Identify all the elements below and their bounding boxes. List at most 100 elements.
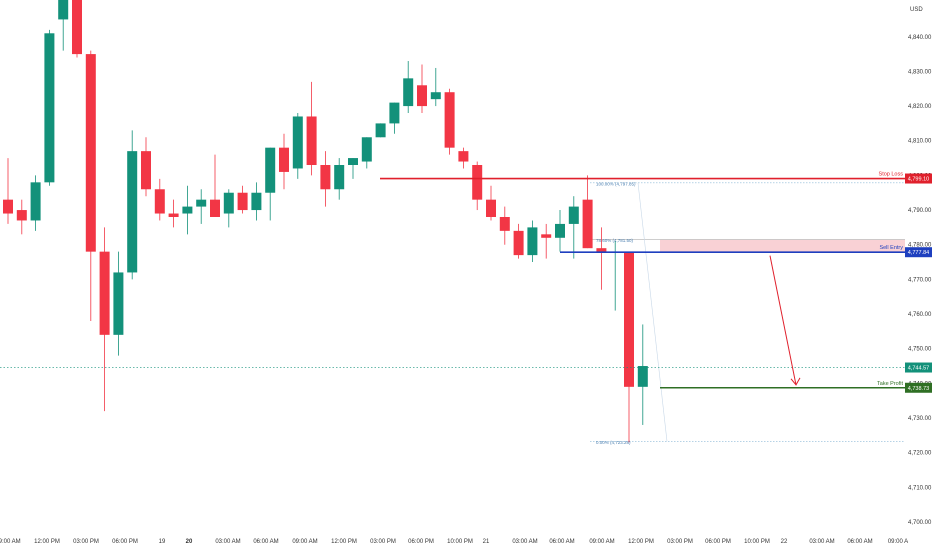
candle[interactable] — [417, 64, 427, 114]
price-tick-label: 4,810.00 — [908, 139, 932, 145]
candle[interactable] — [30, 175, 41, 231]
candle[interactable] — [72, 0, 82, 58]
candle-body — [417, 85, 427, 107]
time-tick-label: 06:00 AM — [253, 539, 278, 545]
candle[interactable] — [444, 88, 455, 155]
candle[interactable] — [582, 175, 593, 249]
candle-body — [72, 0, 82, 55]
price-tick-label: 4,770.00 — [908, 277, 932, 283]
candle[interactable] — [237, 185, 248, 214]
time-tick-label: 06:00 PM — [408, 539, 434, 545]
entry-zone-layer — [660, 239, 905, 253]
candle[interactable] — [182, 185, 193, 235]
candle[interactable] — [113, 251, 124, 356]
candle-body — [637, 366, 648, 387]
candle[interactable] — [541, 223, 552, 259]
fib-level-label: 100.00% (4,797.85) — [596, 181, 636, 186]
candle[interactable] — [292, 113, 303, 179]
projection-arrow-line — [769, 255, 797, 385]
candle-body — [279, 147, 289, 172]
current-price-box — [905, 362, 932, 373]
candle[interactable] — [430, 67, 441, 107]
candle-body — [361, 137, 372, 162]
candle[interactable] — [168, 199, 179, 228]
candle[interactable] — [375, 123, 386, 138]
candle-body — [403, 78, 414, 107]
candle-body — [430, 92, 441, 100]
candle[interactable] — [58, 0, 69, 51]
candle[interactable] — [472, 161, 483, 211]
candle[interactable] — [499, 206, 510, 245]
candle-body — [182, 206, 193, 214]
candle[interactable] — [127, 130, 138, 280]
candle[interactable] — [265, 147, 276, 221]
entry-zone — [660, 239, 905, 253]
time-tick-label: 03:00 PM — [667, 539, 693, 545]
candle[interactable] — [16, 199, 27, 235]
currency-label: USD — [910, 7, 923, 13]
price-tick-label: 4,730.00 — [908, 416, 932, 422]
candle[interactable] — [568, 196, 579, 259]
candles-layer[interactable] — [3, 0, 648, 443]
time-tick-label: 21 — [483, 539, 490, 545]
candle[interactable] — [624, 251, 634, 443]
candle-body — [555, 223, 565, 238]
candle[interactable] — [99, 227, 110, 412]
time-tick-label: 19 — [159, 539, 166, 545]
candle-body — [154, 189, 165, 214]
time-tick-label: 09:00 AM — [589, 539, 614, 545]
candle-body — [85, 54, 96, 252]
candle[interactable] — [596, 227, 607, 290]
candle[interactable] — [458, 147, 469, 169]
candle[interactable] — [637, 324, 648, 425]
level-name: Take Profit — [877, 381, 903, 387]
candle[interactable] — [141, 137, 151, 197]
arrow-layer — [769, 255, 801, 386]
price-axis[interactable]: USD 4,700.00 4,710.00 4,720.00 4,730.00 4,74… — [908, 7, 932, 526]
candle[interactable] — [251, 182, 262, 221]
candle[interactable] — [3, 158, 13, 224]
candle-body — [44, 33, 55, 183]
price-label-value: 4,738.73 — [908, 386, 929, 392]
candle[interactable] — [389, 102, 400, 134]
candle[interactable] — [196, 189, 207, 224]
candle-body — [444, 92, 455, 148]
candle[interactable] — [348, 158, 358, 179]
candle[interactable] — [223, 189, 234, 228]
fibonacci-layer: 100.00% (4,797.85) 78.60% (4,781.50) 0.00%… — [590, 181, 905, 445]
candle[interactable] — [334, 158, 345, 200]
time-tick-label: 03:00 AM — [809, 539, 834, 545]
time-tick-label: 12:00 PM — [331, 539, 357, 545]
candle-body — [237, 192, 248, 211]
candle[interactable] — [210, 154, 220, 217]
candle[interactable] — [85, 50, 96, 321]
price-label-box — [905, 173, 932, 184]
time-tick-label: 09:00 AM — [292, 539, 317, 545]
candle[interactable] — [513, 223, 524, 259]
candle[interactable] — [320, 151, 331, 207]
candle[interactable] — [279, 133, 289, 190]
time-tick-label: 03:00 AM — [512, 539, 537, 545]
candle[interactable] — [527, 220, 538, 263]
candle[interactable] — [361, 137, 372, 169]
candle[interactable] — [154, 178, 165, 221]
candle-body — [3, 199, 13, 214]
time-tick-label: 03:00 AM — [215, 539, 240, 545]
candle[interactable] — [555, 210, 565, 252]
candle-body — [596, 248, 607, 252]
candle-body — [458, 151, 469, 162]
fib-trend-line — [637, 182, 668, 442]
candle[interactable] — [306, 81, 317, 176]
price-tick-label: 4,780.00 — [908, 243, 932, 249]
time-axis[interactable]: 09:00 AM 12:00 PM 03:00 PM 06:00 PM 19 20 03:0… — [0, 539, 908, 545]
time-tick-label: 06:00 AM — [549, 539, 574, 545]
candle[interactable] — [44, 29, 55, 186]
candle[interactable] — [486, 185, 496, 221]
projection-arrow-head — [790, 377, 801, 386]
candle-body — [624, 251, 634, 387]
candle[interactable] — [403, 61, 414, 114]
price-tick-label: 4,790.00 — [908, 208, 932, 214]
candle-body — [223, 192, 234, 214]
